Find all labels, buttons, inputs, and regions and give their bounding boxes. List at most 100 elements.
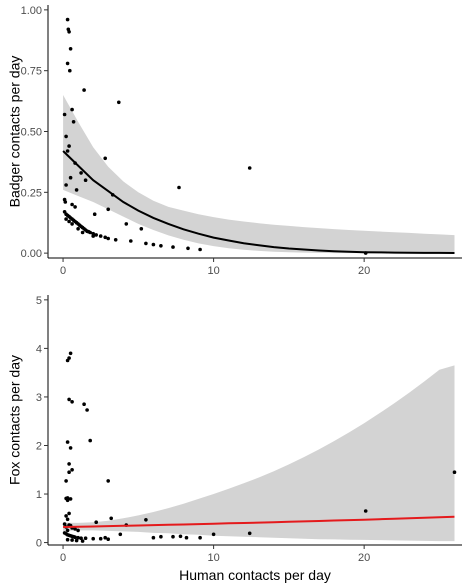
fox-x-ticks: 0 10 20 [60, 545, 370, 564]
badger-point [171, 245, 175, 249]
fox-point [247, 531, 252, 536]
fox-point [363, 509, 368, 513]
badger-point [76, 227, 80, 231]
badger-point [186, 246, 190, 251]
badger-point [65, 149, 70, 153]
badger-point [88, 230, 92, 235]
fox-point [211, 532, 216, 537]
badger-point [103, 235, 107, 240]
badger-point [83, 178, 88, 182]
badger-point [67, 30, 71, 34]
fox-point [68, 497, 73, 501]
fox-point [151, 535, 156, 540]
fox-point [65, 537, 70, 542]
badger-point [177, 185, 181, 190]
fox-point [76, 535, 80, 540]
fox-point [65, 440, 70, 444]
badger-point [82, 88, 86, 92]
fox-point [67, 470, 71, 475]
badger-fit-line [62, 150, 455, 254]
fox-y-tick-label: 0 [36, 538, 42, 550]
badger-point [79, 171, 83, 175]
fox-point [159, 534, 163, 539]
badger-point [144, 241, 148, 246]
badger-y-tick-label: 0.25 [21, 187, 42, 199]
fox-x-axis-title: Human contacts per day [179, 567, 331, 583]
fox-point [118, 532, 123, 537]
fox-point [106, 479, 110, 483]
badger-y-ticks: 0.00 0.25 0.50 0.75 1.00 [21, 5, 48, 260]
badger-point [65, 61, 70, 66]
badger-point [68, 68, 72, 73]
badger-point [65, 17, 70, 22]
badger-point [68, 175, 73, 180]
fox-panel: 0 1 2 3 4 5 0 10 20 Fox contacts per day Human … [7, 295, 462, 583]
fox-point [88, 438, 92, 443]
badger-point [74, 188, 79, 192]
badger-x-tick-label: 20 [358, 265, 370, 277]
badger-point [73, 205, 77, 209]
badger-point [94, 233, 98, 237]
fox-y-tick-label: 3 [36, 392, 42, 404]
fox-point [198, 535, 202, 540]
fox-point [67, 397, 71, 402]
badger-y-tick-label: 0.75 [21, 66, 42, 78]
badger-y-tick-label: 0.00 [21, 248, 42, 260]
badger-point [70, 222, 74, 226]
badger-y-tick-label: 1.00 [21, 5, 42, 17]
fox-y-tick-label: 1 [36, 489, 42, 501]
badger-x-ticks: 0 10 20 [60, 258, 370, 277]
badger-point [139, 227, 144, 231]
fox-point [178, 534, 183, 539]
fox-point [65, 528, 70, 533]
fox-point [65, 358, 70, 363]
fox-point [67, 462, 71, 466]
fox-ci-band [63, 365, 455, 542]
fox-point [109, 516, 113, 521]
badger-point [80, 230, 85, 235]
badger-point [129, 239, 133, 243]
fox-point [65, 498, 70, 503]
fox-point [85, 408, 89, 412]
fox-point [70, 538, 74, 542]
fox-point [73, 535, 77, 539]
fox-point [70, 400, 74, 404]
fox-point [70, 468, 74, 472]
fox-x-tick-label: 0 [60, 552, 66, 564]
fox-point [76, 528, 80, 533]
badger-point [117, 100, 121, 105]
badger-point [106, 236, 110, 241]
fox-point [64, 514, 68, 518]
fox-point [452, 470, 457, 475]
fox-y-tick-label: 2 [36, 440, 42, 452]
fox-point [62, 522, 67, 526]
fox-point [144, 518, 148, 522]
badger-point [106, 207, 110, 212]
fox-point [74, 538, 79, 543]
fox-point [68, 446, 73, 450]
fox-point [171, 534, 175, 539]
fox-y-tick-label: 4 [36, 343, 42, 355]
fox-fit-line [63, 515, 455, 528]
badger-ci-band [63, 95, 455, 254]
badger-point [64, 217, 68, 221]
badger-point [159, 244, 163, 248]
fox-point [94, 520, 98, 524]
fox-x-tick-label: 20 [358, 552, 370, 564]
badger-point [67, 219, 71, 224]
fox-y-tick-label: 5 [36, 295, 42, 307]
badger-point [64, 134, 68, 139]
badger-point [113, 238, 118, 242]
badger-point [71, 120, 76, 124]
badger-point [64, 183, 68, 187]
badger-panel: 0.00 0.25 0.50 0.75 1.00 0 10 20 Badger contac… [7, 5, 462, 277]
fox-y-ticks: 0 1 2 3 4 5 [36, 295, 48, 550]
fox-point [106, 537, 110, 541]
badger-point [124, 222, 129, 226]
fox-point [83, 536, 88, 540]
fox-point [103, 535, 107, 540]
fox-point [73, 527, 77, 531]
fox-point [68, 351, 73, 356]
fox-point [65, 517, 70, 522]
